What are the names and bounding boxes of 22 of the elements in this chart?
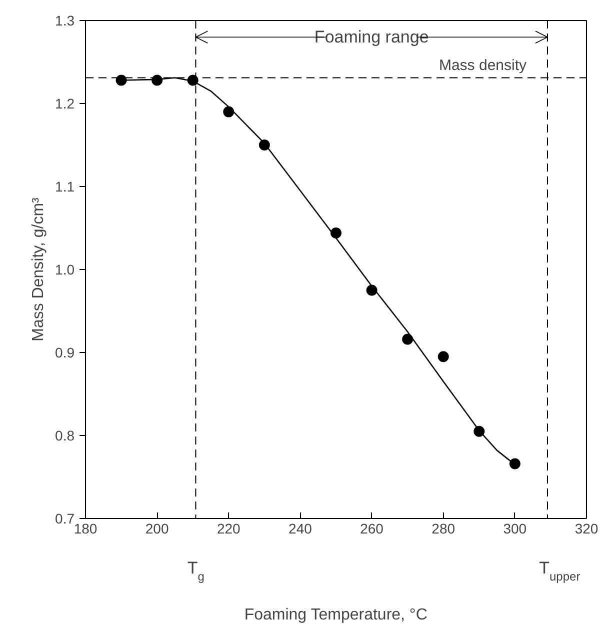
x-tick-label: 280	[432, 520, 456, 536]
y-tick-label: 0.7	[55, 510, 75, 526]
x-tick-label: 320	[574, 520, 598, 536]
y-tick-label: 1.3	[55, 12, 75, 28]
x-tick-label: 300	[503, 520, 527, 536]
x-tick-label: 180	[74, 520, 98, 536]
point	[402, 334, 414, 345]
ref-line-label: Mass density	[438, 56, 527, 74]
x-tick-label: 240	[288, 520, 312, 536]
y-tick-label: 1.1	[55, 178, 75, 194]
y-tick-label: 0.8	[55, 428, 75, 444]
x-tick-label: 200	[145, 520, 169, 536]
annotation: Foaming range	[314, 28, 429, 47]
x-axis-title: Foaming Temperature, °C	[244, 606, 428, 624]
point	[438, 351, 449, 362]
y-tick-label: 1.2	[55, 96, 75, 112]
y-tick-label: 1.0	[55, 262, 75, 278]
y-tick-label: 0.9	[55, 344, 75, 360]
y-axis-title: Mass Density, g/cm³	[30, 196, 48, 342]
x-tick-label: 220	[216, 520, 241, 536]
x-tick-label: 260	[360, 520, 384, 536]
point	[509, 458, 520, 470]
